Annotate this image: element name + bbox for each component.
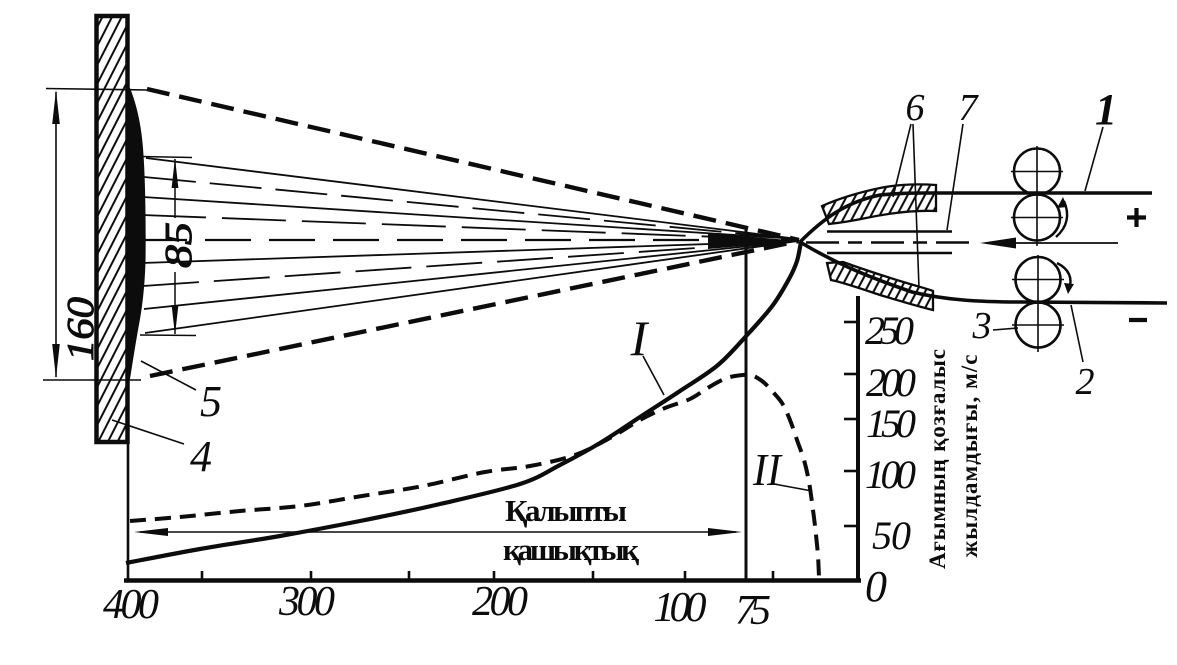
svg-text:3: 3 bbox=[972, 305, 992, 347]
svg-text:100: 100 bbox=[654, 585, 707, 631]
svg-text:150: 150 bbox=[866, 401, 916, 446]
svg-text:7: 7 bbox=[959, 87, 980, 129]
svg-text:100: 100 bbox=[865, 452, 916, 497]
svg-text:Ағымның қозғалыс: Ағымның қозғалыс bbox=[925, 349, 950, 569]
svg-text:160: 160 bbox=[60, 297, 102, 361]
svg-text:50: 50 bbox=[872, 513, 911, 558]
svg-text:200: 200 bbox=[866, 360, 916, 405]
svg-text:6: 6 bbox=[906, 87, 925, 129]
svg-text:қашықтық: қашықтық bbox=[503, 532, 639, 567]
svg-text:5: 5 bbox=[200, 377, 222, 426]
svg-text:1: 1 bbox=[1095, 85, 1117, 134]
svg-text:400: 400 bbox=[103, 582, 159, 628]
svg-text:75: 75 bbox=[735, 588, 771, 634]
svg-text:2: 2 bbox=[1076, 361, 1095, 403]
svg-text:Қалыпты: Қалыпты bbox=[505, 493, 627, 528]
svg-text:200: 200 bbox=[472, 579, 528, 625]
svg-text:I: I bbox=[630, 310, 650, 366]
svg-text:жылдамдығы, м/с: жылдамдығы, м/с bbox=[957, 355, 982, 558]
svg-text:II: II bbox=[752, 444, 783, 495]
svg-text:250: 250 bbox=[865, 308, 914, 353]
svg-text:4: 4 bbox=[190, 432, 212, 481]
svg-text:0: 0 bbox=[865, 562, 887, 611]
svg-text:300: 300 bbox=[278, 579, 335, 625]
